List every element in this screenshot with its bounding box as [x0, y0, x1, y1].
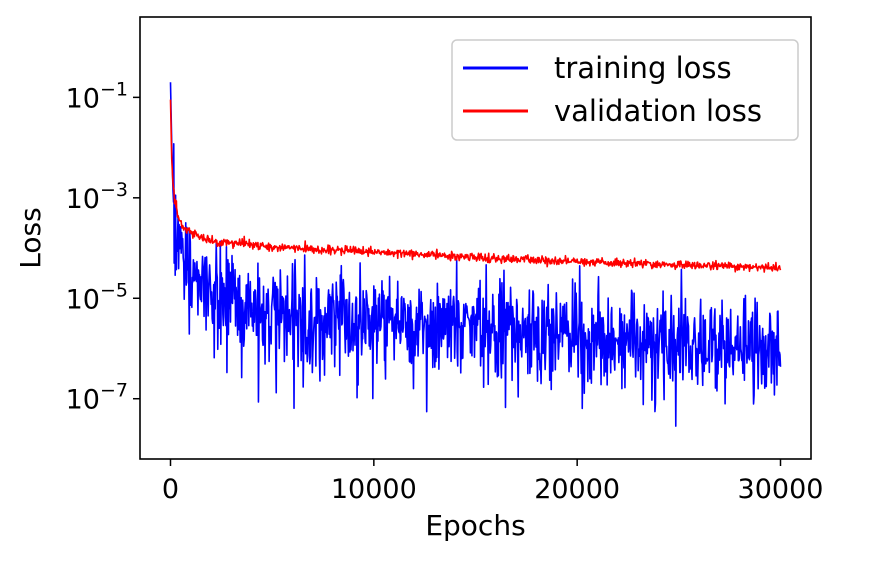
legend-label-training-loss: training loss [554, 51, 732, 85]
series-line-training-loss [169, 82, 782, 427]
y-axis-label: Loss [14, 207, 47, 268]
series-layer [169, 82, 782, 427]
legend-box [451, 39, 799, 141]
legend: training loss validation loss [451, 39, 799, 141]
x-tick-label: 10000 [331, 474, 417, 505]
y-tick-label: 10−7 [66, 380, 128, 416]
series-line-validation-loss [169, 99, 782, 273]
legend-label-validation-loss: validation loss [554, 94, 762, 128]
y-tick-label: 10−3 [66, 179, 128, 215]
x-tick-label: 30000 [738, 474, 824, 505]
x-tick-label: 0 [162, 474, 179, 505]
x-tick-label: 20000 [534, 474, 620, 505]
x-axis-label: Epochs [425, 509, 525, 542]
plot-frame [139, 16, 812, 460]
y-tick-label: 10−5 [66, 279, 128, 315]
y-tick-label: 10−1 [66, 78, 128, 114]
ticks-layer: 0 10000 20000 30000 10−1 10−3 10−5 10−7 [66, 78, 824, 505]
